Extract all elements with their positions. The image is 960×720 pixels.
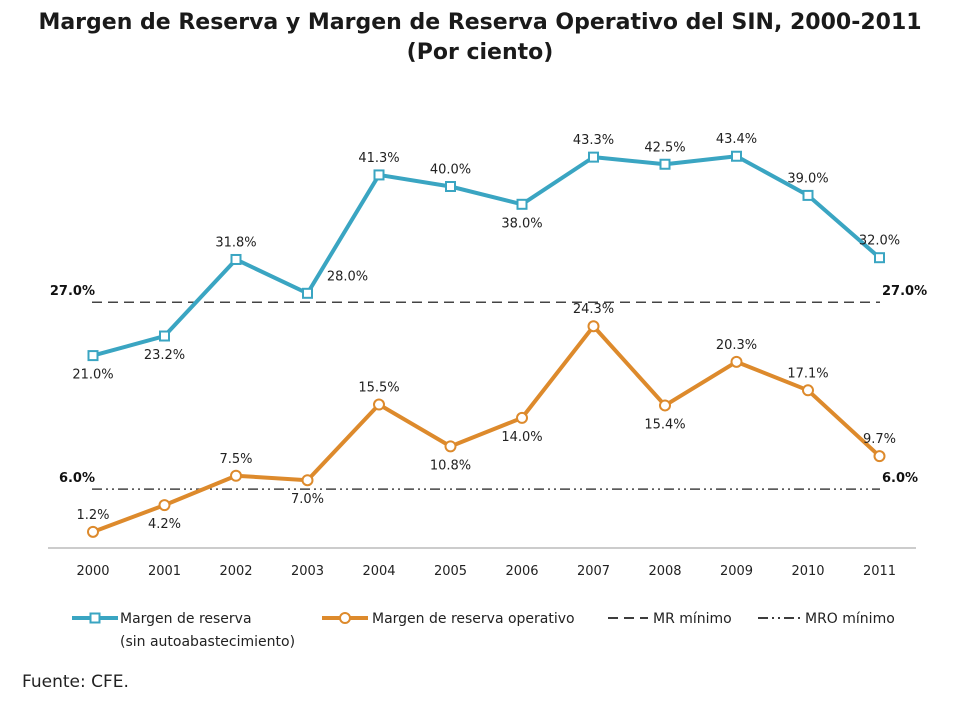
series-2-point-2008 (659, 399, 671, 412)
series-2-point-2000 (87, 525, 99, 538)
x-tick-label-2011: 2011 (863, 564, 896, 579)
legend-marker-series-1 (89, 612, 101, 624)
series-2-point-2001 (158, 499, 171, 512)
series-1-data-label-2007: 43.3% (573, 133, 614, 148)
series-1-point-2006 (516, 198, 528, 210)
series-2-point-2011 (873, 450, 886, 463)
series-1-point-2002 (230, 253, 242, 265)
x-tick-label-2000: 2000 (76, 564, 109, 579)
series-2-data-label-2000: 1.2% (76, 508, 109, 523)
series-2-data-label-2002: 7.5% (219, 452, 252, 467)
series-1-data-label-2001: 23.2% (144, 348, 185, 363)
legend-marker-series-2 (339, 612, 351, 624)
x-tick-label-2001: 2001 (148, 564, 181, 579)
series-1-point-2000 (87, 350, 99, 362)
legend-label-series-1: Margen de reserva (120, 611, 252, 627)
series-1-data-label-2005: 40.0% (430, 163, 471, 178)
reference-label-right-2: 6.0% (882, 471, 918, 486)
series-line-1 (91, 154, 882, 358)
series-1-data-label-2000: 21.0% (72, 368, 113, 383)
series-1-data-label-2011: 32.0% (859, 234, 900, 249)
series-1-data-label-2010: 39.0% (787, 171, 828, 186)
legend-label-series-2: Margen de reserva operativo (372, 611, 575, 627)
x-tick-label-2005: 2005 (434, 564, 467, 579)
series-2-point-2005 (444, 440, 457, 453)
series-1-data-label-2008: 42.5% (644, 140, 685, 155)
x-tick-label-2009: 2009 (720, 564, 753, 579)
series-1-data-label-2009: 43.4% (716, 132, 757, 147)
chart-title-block: Margen de Reserva y Margen de Reserva Op… (0, 8, 960, 68)
series-2-data-label-2006: 14.0% (501, 430, 542, 445)
x-tick-label-2006: 2006 (505, 564, 538, 579)
series-1-data-label-2002: 31.8% (215, 235, 256, 250)
chart-title: Margen de Reserva y Margen de Reserva Op… (38, 10, 922, 35)
series-line-2 (91, 324, 882, 534)
series-1-point-2003 (302, 287, 313, 299)
chart-subtitle: (Por ciento) (406, 40, 554, 65)
series-2-data-label-2011: 9.7% (863, 432, 896, 447)
series-2-data-label-2001: 4.2% (148, 517, 181, 532)
series-1-data-label-2004: 41.3% (358, 151, 399, 166)
series-1-point-2011 (874, 252, 885, 264)
series-2-data-label-2005: 10.8% (430, 458, 471, 473)
x-tick-label-2008: 2008 (648, 564, 681, 579)
series-1-point-2004 (373, 169, 385, 181)
series-2-data-label-2003: 7.0% (291, 492, 324, 507)
series-2-point-2004 (373, 398, 385, 411)
series-1-point-2001 (159, 330, 170, 342)
series-1-point-2007 (588, 151, 599, 163)
series-2-point-2006 (516, 411, 528, 424)
x-tick-label-2010: 2010 (791, 564, 824, 579)
series-2-data-label-2008: 15.4% (644, 417, 685, 432)
series-2-data-label-2007: 24.3% (573, 302, 614, 317)
series-1-data-label-2003: 28.0% (327, 269, 368, 284)
x-tick-label-2003: 2003 (291, 564, 324, 579)
reference-label-right-1: 27.0% (882, 284, 927, 299)
legend-label-ref-2: MRO mínimo (805, 611, 895, 627)
x-tick-label-2004: 2004 (362, 564, 395, 579)
series-2-point-2007 (587, 320, 600, 333)
series-2-point-2003 (301, 474, 314, 487)
reference-label-left-2: 6.0% (59, 471, 95, 486)
series-2-data-label-2009: 20.3% (716, 338, 757, 353)
legend-label-series-1-line2: (sin autoabastecimiento) (120, 634, 295, 650)
series-2-point-2009 (730, 355, 743, 368)
series-1-point-2005 (445, 181, 456, 192)
source-note: Fuente: CFE. (22, 672, 129, 692)
series-1-point-2008 (659, 158, 671, 170)
series-2-data-label-2010: 17.1% (787, 366, 828, 381)
x-tick-label-2002: 2002 (219, 564, 252, 579)
reference-label-left-1: 27.0% (50, 284, 95, 299)
series-1-point-2009 (731, 150, 742, 162)
series-1-point-2010 (802, 189, 814, 201)
x-tick-label-2007: 2007 (577, 564, 610, 579)
legend-label-ref-1: MR mínimo (653, 611, 732, 627)
series-1-data-label-2006: 38.0% (501, 216, 542, 231)
series-2-data-label-2004: 15.5% (358, 381, 399, 396)
series-2-point-2010 (802, 384, 814, 397)
series-2-point-2002 (230, 469, 242, 482)
